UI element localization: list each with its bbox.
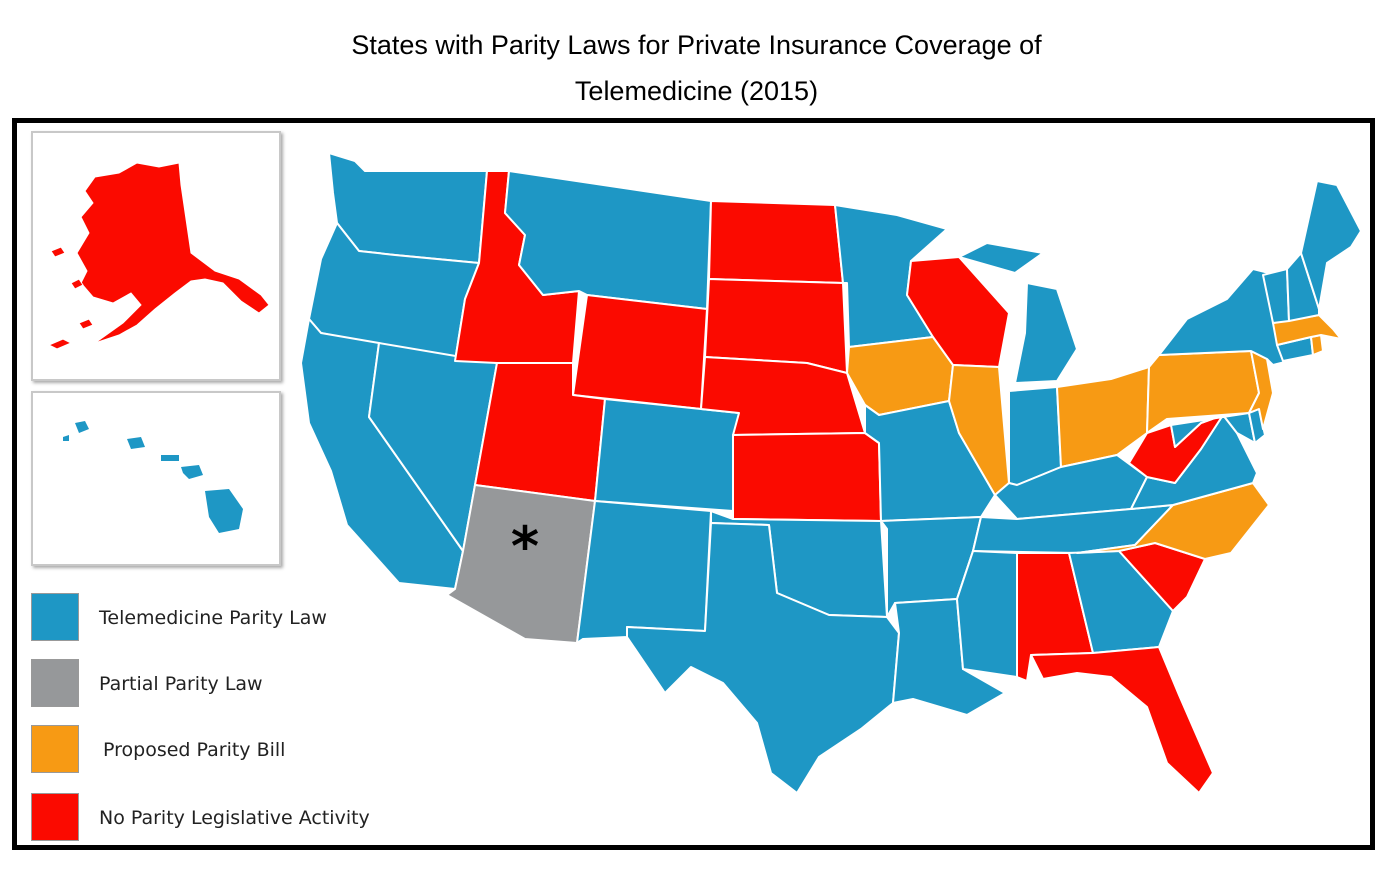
state-HI-molokai bbox=[161, 455, 179, 461]
state-MA[interactable] bbox=[1272, 314, 1342, 346]
us-states-map: * bbox=[300, 152, 1362, 794]
state-NM[interactable] bbox=[576, 500, 712, 644]
state-MI[interactable] bbox=[958, 242, 1078, 384]
state-HI-maui bbox=[181, 465, 203, 479]
state-AK-island-2 bbox=[70, 278, 84, 290]
alaska-inset-svg bbox=[47, 162, 270, 350]
state-CA[interactable] bbox=[300, 318, 464, 590]
state-AK-island-3 bbox=[47, 338, 73, 350]
legend-swatch-parity-law bbox=[31, 593, 79, 641]
state-KS[interactable] bbox=[732, 432, 882, 522]
legend-swatch-no-parity bbox=[31, 793, 79, 841]
state-NJ[interactable] bbox=[1248, 350, 1274, 430]
legend-label-no-parity: No Parity Legislative Activity bbox=[99, 807, 370, 829]
states-group bbox=[300, 152, 1362, 794]
state-HI-oahu bbox=[127, 437, 145, 449]
state-FL[interactable] bbox=[1030, 646, 1214, 794]
legend-swatch-partial-parity bbox=[31, 659, 79, 707]
hawaii-inset bbox=[31, 391, 281, 566]
state-MO[interactable] bbox=[864, 400, 996, 522]
map-title-line-2: Telemedicine (2015) bbox=[574, 76, 819, 106]
legend-label-parity-law: Telemedicine Parity Law bbox=[99, 607, 327, 629]
legend-swatch-proposed-bill bbox=[31, 725, 79, 773]
legend-label-proposed-bill: Proposed Parity Bill bbox=[103, 739, 286, 761]
state-ND[interactable] bbox=[708, 200, 844, 284]
state-AK-island-4 bbox=[78, 318, 94, 330]
state-MS[interactable] bbox=[956, 550, 1018, 678]
map-title-line-1: States with Parity Laws for Private Insu… bbox=[351, 30, 1042, 60]
state-HI-big-island[interactable] bbox=[205, 489, 243, 533]
hawaii-inset-svg bbox=[63, 421, 243, 533]
legend-label-partial-parity: Partial Parity Law bbox=[99, 673, 263, 695]
arizona-asterisk: * bbox=[511, 515, 539, 578]
state-AK-island-1 bbox=[50, 246, 66, 258]
state-TX[interactable] bbox=[626, 522, 900, 794]
state-HI-kauai bbox=[75, 421, 89, 433]
state-AK[interactable] bbox=[76, 162, 270, 344]
state-CO[interactable] bbox=[594, 398, 740, 512]
alaska-inset bbox=[31, 131, 281, 381]
state-ME[interactable] bbox=[1300, 180, 1362, 310]
state-NH[interactable] bbox=[1286, 252, 1320, 322]
map-frame: Telemedicine Parity Law Partial Parity L… bbox=[12, 118, 1375, 850]
state-WY[interactable] bbox=[572, 294, 708, 410]
state-RI[interactable] bbox=[1310, 334, 1324, 356]
state-HI-niihau bbox=[63, 435, 69, 441]
